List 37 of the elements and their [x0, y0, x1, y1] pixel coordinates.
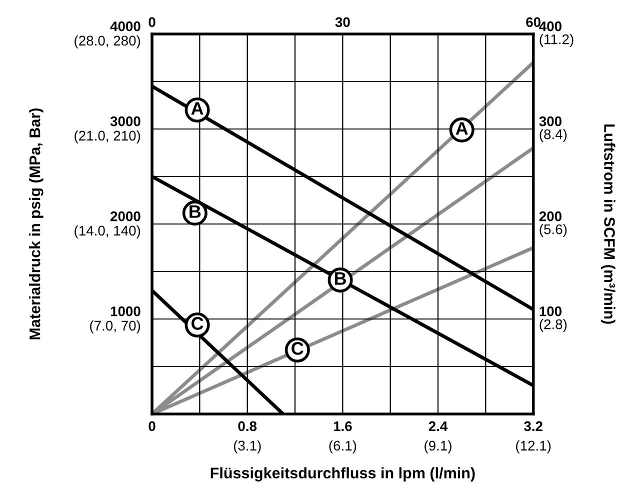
text: (14.0, 140)	[74, 225, 140, 238]
x-tick-label: 1.6	[334, 421, 352, 432]
y2-tick-label: 200	[539, 211, 562, 222]
text: (28.0, 280)	[74, 35, 140, 48]
y3-tick-label: (2.8)	[540, 319, 567, 332]
y2-axis-title: Luftstrom in SCFM (m³/min)	[601, 124, 616, 324]
x2-tick-label: 30	[335, 17, 350, 28]
text: (9.1)	[424, 440, 452, 454]
annotation: C	[192, 317, 204, 330]
annotation: C	[292, 342, 304, 355]
y-tick-label: 1000	[110, 306, 140, 316]
y3-tick-label: (8.4)	[540, 129, 567, 142]
y2-tick-label: 400	[539, 21, 562, 32]
y2-tick-label: 300	[539, 116, 562, 126]
y2-tick-label: 100	[540, 306, 562, 316]
y3-tick-label: (5.6)	[540, 224, 567, 237]
annotation: B	[190, 205, 201, 218]
x-tick-label: 0.8	[238, 421, 257, 432]
x-tick-label: 0	[148, 421, 156, 432]
annotation: B	[334, 272, 346, 285]
text: (7.0, 70)	[90, 320, 140, 334]
x2-tick-label: 0	[148, 17, 156, 28]
y-tick-label: 2000	[110, 211, 140, 222]
y-tick-label: 4000	[110, 21, 140, 32]
text: (6.1)	[329, 440, 356, 454]
y3-tick-label: (11.2)	[540, 34, 574, 47]
y-axis-title: Materialdruck in psig (MPa, Bar)	[29, 108, 44, 340]
x-tick-label: 3.2	[524, 421, 542, 432]
text: (12.1)	[516, 440, 551, 454]
text: (21.0, 210)	[74, 130, 140, 144]
annotation: A	[456, 122, 468, 135]
x-axis-title: Flüssigkeitsdurchfluss in lpm (l/min)	[210, 467, 475, 482]
y-tick-label: 3000	[110, 116, 140, 126]
x2-tick-label: 60	[526, 17, 540, 28]
x-tick-label: 2.4	[428, 421, 448, 432]
annotation: A	[191, 102, 204, 115]
text: (3.1)	[234, 440, 261, 454]
